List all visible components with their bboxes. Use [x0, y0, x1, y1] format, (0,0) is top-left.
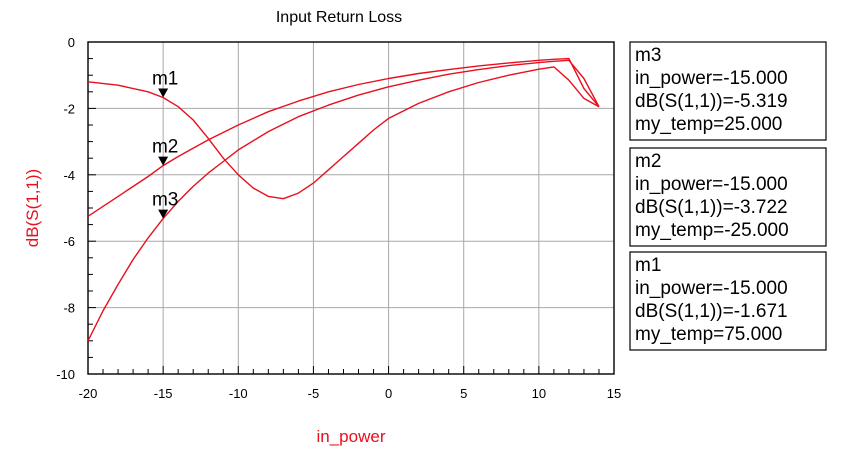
grid — [88, 42, 614, 374]
x-tick-label: 5 — [460, 386, 467, 401]
markers: m1 m2 m3 — [152, 68, 178, 219]
marker-readouts: m3in_power=-15.000dB(S(1,1))=-5.319my_te… — [629, 41, 827, 351]
series-line-2 — [87, 57, 600, 217]
x-tick-label: -15 — [154, 386, 173, 401]
readout-line: in_power=-15.000 — [635, 68, 788, 89]
readout-line: dB(S(1,1))=-1.671 — [635, 301, 788, 322]
y-tick-label: -2 — [63, 101, 75, 116]
x-tick-label: -10 — [229, 386, 248, 401]
readout-line: in_power=-15.000 — [635, 278, 788, 299]
readout-line: m1 — [635, 255, 661, 276]
marker-m1-triangle — [158, 88, 169, 98]
readout-line: in_power=-15.000 — [635, 174, 788, 195]
readout-box-m3: m3in_power=-15.000dB(S(1,1))=-5.319my_te… — [629, 41, 827, 141]
x-axis-label: in_power — [317, 427, 386, 446]
series-line-1 — [87, 66, 600, 200]
readout-line: dB(S(1,1))=-5.319 — [635, 91, 788, 112]
marker-m3-label: m3 — [152, 190, 178, 211]
marker-m1-label: m1 — [152, 68, 178, 89]
y-tick-label: -4 — [63, 168, 75, 183]
readout-line: my_temp=75.000 — [635, 324, 782, 345]
readout-box-m1: m1in_power=-15.000dB(S(1,1))=-1.671my_te… — [629, 251, 827, 351]
series-line-3 — [87, 59, 600, 342]
x-tick-label: -5 — [308, 386, 320, 401]
x-tick-label: 10 — [532, 386, 546, 401]
y-tick-labels: -10 -8 -6 -4 -2 0 — [56, 35, 75, 382]
chart-title: Input Return Loss — [276, 9, 402, 26]
x-tick-labels: -20 -15 -10 -5 0 5 10 15 — [79, 386, 622, 401]
readout-frame — [629, 147, 827, 247]
y-tick-label: -6 — [63, 234, 75, 249]
readout-line: my_temp=25.000 — [635, 114, 782, 135]
marker-m2-triangle — [158, 156, 169, 166]
x-tick-label: 15 — [607, 386, 621, 401]
marker-m2-label: m2 — [152, 137, 178, 158]
x-tick-label: 0 — [385, 386, 392, 401]
marker-m3-triangle — [158, 209, 169, 219]
readout-box-m2: m2in_power=-15.000dB(S(1,1))=-3.722my_te… — [629, 147, 827, 247]
readout-line: m3 — [635, 45, 661, 66]
x-tick-label: -20 — [79, 386, 98, 401]
readout-line: m2 — [635, 151, 661, 172]
plot-frame — [87, 41, 615, 375]
y-axis-label: dB(S(1,1)) — [23, 169, 42, 247]
readout-line: dB(S(1,1))=-3.722 — [635, 197, 788, 218]
y-tick-label: -8 — [63, 301, 75, 316]
readout-frame — [629, 251, 827, 351]
readout-frame — [629, 41, 827, 141]
y-tick-label: 0 — [68, 35, 75, 50]
y-tick-label: -10 — [56, 367, 75, 382]
readout-line: my_temp=-25.000 — [635, 220, 789, 241]
series-lines — [87, 57, 600, 342]
